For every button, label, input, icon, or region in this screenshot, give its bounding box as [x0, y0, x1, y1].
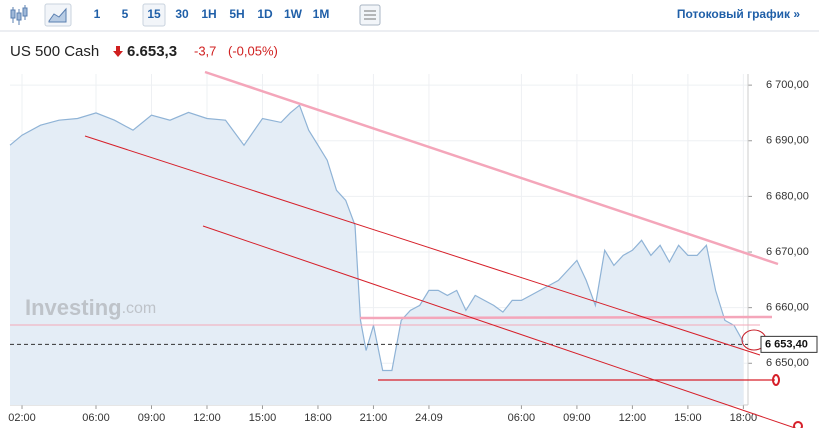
interval-button[interactable]: 15 [147, 7, 161, 21]
last-price-label: 6 653,40 [765, 338, 808, 350]
drawn-trendline [84, 135, 761, 356]
interval-button[interactable]: 5 [122, 7, 129, 21]
y-tick-label: 6 660,00 [766, 302, 809, 314]
area-fill [10, 105, 744, 405]
streaming-link[interactable]: Потоковый график » [677, 7, 800, 21]
drawn-trendline [204, 70, 779, 266]
interval-button[interactable]: 1 [94, 7, 101, 21]
price: 6.653,3 [127, 43, 177, 60]
interval-button[interactable]: 5H [229, 7, 244, 21]
area-icon-glyph [48, 7, 67, 23]
x-tick-label: 09:00 [563, 412, 591, 424]
x-tick-label: 06:00 [82, 412, 110, 424]
drawings [10, 70, 803, 428]
price-line [9, 104, 744, 372]
x-tick-label: 06:00 [508, 412, 536, 424]
change: -3,7 [194, 43, 216, 58]
y-tick-label: 6 670,00 [766, 246, 809, 258]
x-tick-label: 24.09 [415, 412, 443, 424]
interval-button[interactable]: 30 [175, 7, 189, 21]
x-tick-label: 09:00 [138, 412, 166, 424]
x-tick-label: 18:00 [730, 412, 758, 424]
interval-button[interactable]: 1H [201, 7, 216, 21]
watermark: Investing.com [25, 295, 156, 320]
y-tick-label: 6 680,00 [766, 190, 809, 202]
drawn-trendline [202, 225, 796, 428]
y-tick-label: 6 650,00 [766, 357, 809, 369]
drawn-handle [772, 374, 780, 386]
x-tick-label: 12:00 [619, 412, 647, 424]
instrument: US 500 Cash [10, 43, 99, 60]
x-tick-label: 15:00 [249, 412, 277, 424]
interval-button[interactable]: 1D [257, 7, 273, 21]
x-tick-label: 02:00 [8, 412, 36, 424]
candle-icon[interactable] [10, 5, 28, 25]
x-tick-label: 21:00 [360, 412, 388, 424]
down-arrow [113, 46, 123, 57]
watermark-brand: Investing [25, 295, 122, 320]
last-price-box [760, 335, 818, 353]
change-percent: (-0,05%) [228, 43, 278, 58]
plot: 6 650,00 6 660,00 6 670,00 6 680,00 6 690,00… [8, 74, 809, 424]
interval-button[interactable]: 1M [313, 7, 330, 21]
watermark-suffix: .com [122, 300, 157, 317]
area-icon[interactable] [44, 3, 72, 27]
toolbar: Потоковый график » [10, 3, 800, 27]
active-interval [142, 3, 166, 27]
drawn-handle [793, 421, 803, 428]
y-tick-label: 6 700,00 [766, 79, 809, 91]
interval-button[interactable]: 1W [284, 7, 303, 21]
drawn-level [359, 315, 773, 320]
x-tick-label: 12:00 [193, 412, 221, 424]
x-tick-label: 15:00 [674, 412, 702, 424]
x-tick-label: 18:00 [304, 412, 332, 424]
y-tick-label: 6 690,00 [766, 135, 809, 147]
